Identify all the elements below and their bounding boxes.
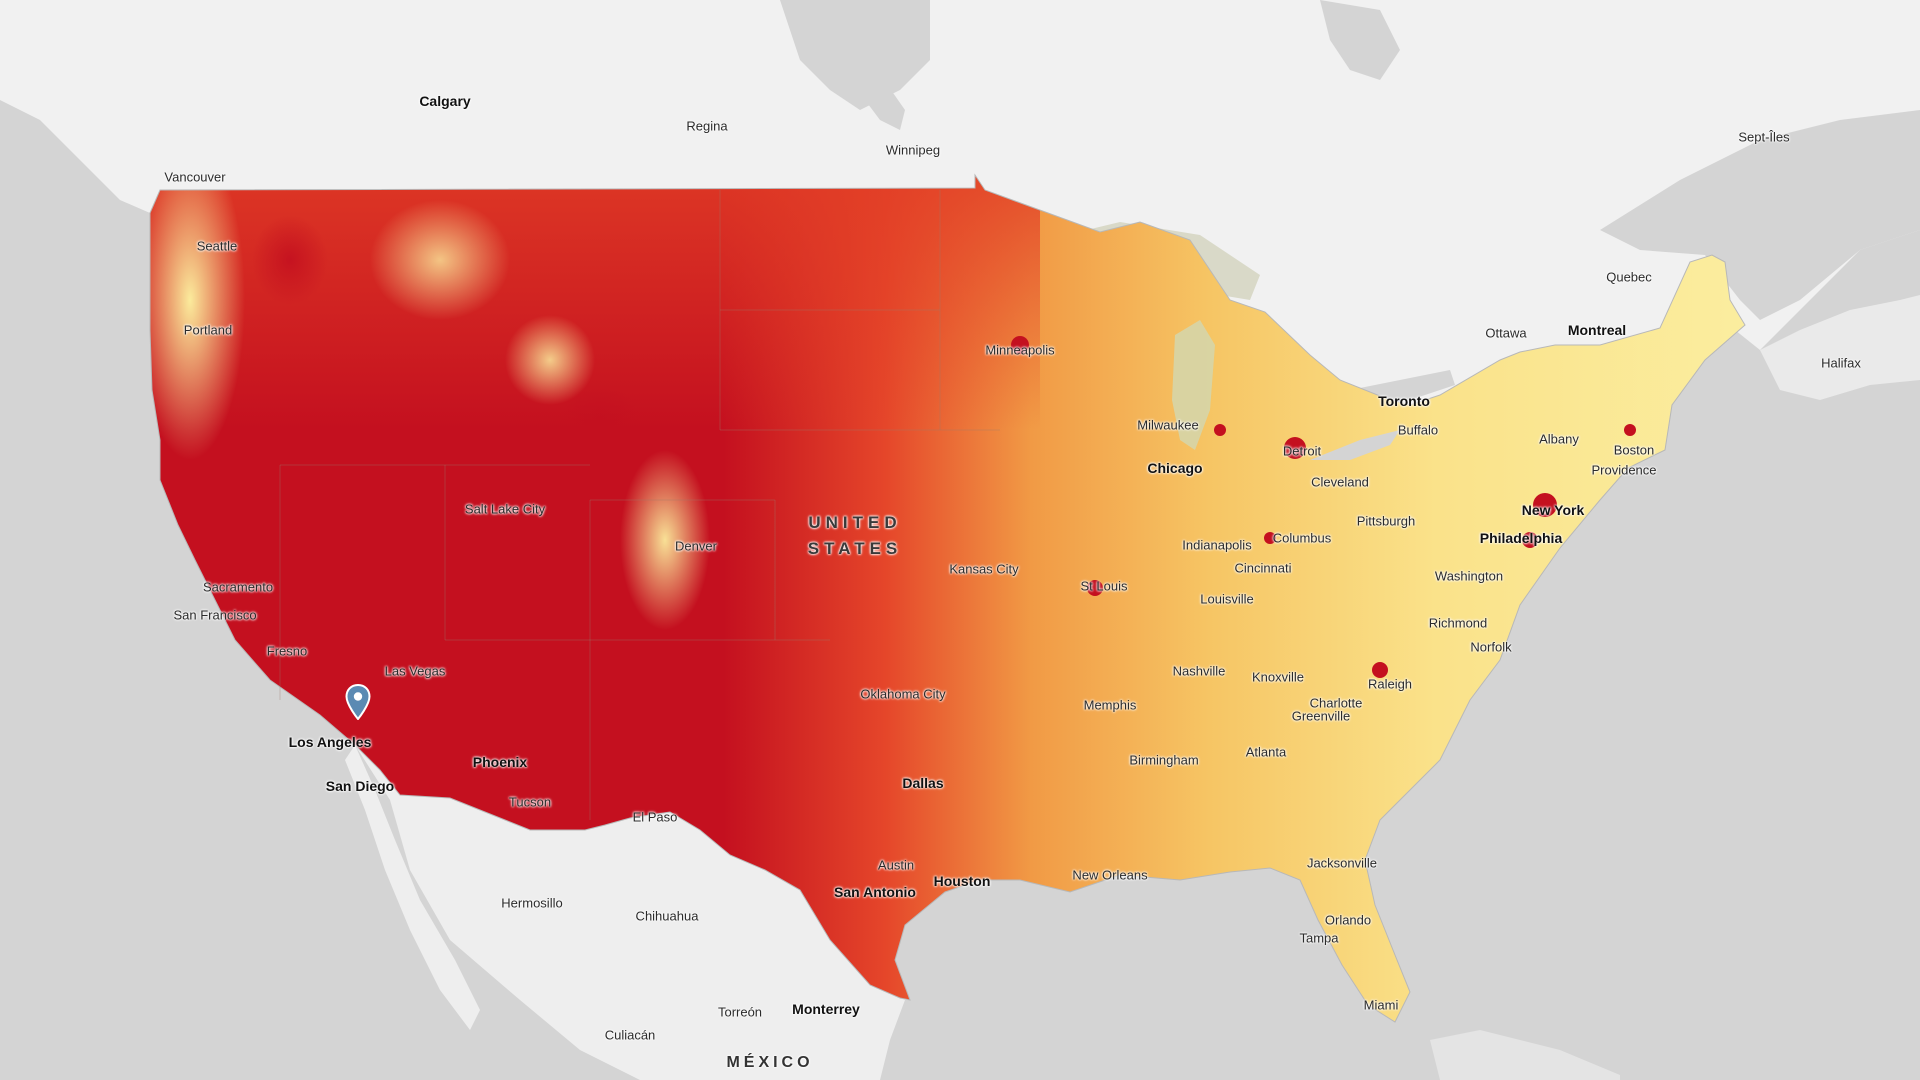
city-label-milwaukee[interactable]: Milwaukee (1137, 417, 1199, 433)
city-label-new-york[interactable]: New York (1521, 502, 1585, 518)
map-pin-icon[interactable] (345, 684, 371, 720)
city-label-tucson[interactable]: Tucson (508, 794, 552, 810)
city-label-providence[interactable]: Providence (1591, 462, 1657, 478)
city-label-cincinnati[interactable]: Cincinnati (1234, 560, 1292, 576)
city-label-calgary[interactable]: Calgary (419, 93, 471, 109)
city-label-kansas-city[interactable]: Kansas City (949, 561, 1019, 577)
city-label-portland[interactable]: Portland (183, 322, 233, 338)
city-label-pittsburgh[interactable]: Pittsburgh (1356, 513, 1416, 529)
city-label-montreal[interactable]: Montreal (1567, 322, 1627, 338)
city-label-san-diego[interactable]: San Diego (325, 778, 395, 794)
city-label-st-louis[interactable]: St Louis (1080, 578, 1128, 594)
city-label-vancouver[interactable]: Vancouver (164, 169, 226, 185)
city-label-philadelphia[interactable]: Philadelphia (1479, 530, 1563, 546)
city-label-denver[interactable]: Denver (675, 538, 717, 554)
city-label-sept-iles[interactable]: Sept-Îles (1738, 129, 1790, 145)
city-label-san-francisco[interactable]: San Francisco (173, 607, 257, 623)
city-label-san-antonio[interactable]: San Antonio (834, 884, 916, 900)
city-label-washington[interactable]: Washington (1434, 568, 1504, 584)
city-label-houston[interactable]: Houston (933, 873, 991, 889)
city-label-buffalo[interactable]: Buffalo (1397, 422, 1439, 438)
city-label-phoenix[interactable]: Phoenix (472, 754, 528, 770)
city-label-minneapolis[interactable]: Minneapolis (985, 342, 1055, 358)
city-label-fresno[interactable]: Fresno (266, 643, 308, 659)
city-label-atlanta[interactable]: Atlanta (1245, 744, 1287, 760)
city-label-tampa[interactable]: Tampa (1299, 930, 1339, 946)
city-label-nashville[interactable]: Nashville (1172, 663, 1226, 679)
city-label-chihuahua[interactable]: Chihuahua (635, 908, 699, 924)
city-label-dallas[interactable]: Dallas (902, 775, 944, 791)
city-label-regina[interactable]: Regina (686, 118, 728, 134)
city-label-detroit[interactable]: Detroit (1282, 443, 1322, 459)
city-label-culiacan[interactable]: Culiacán (604, 1027, 656, 1043)
city-label-toronto[interactable]: Toronto (1378, 393, 1430, 409)
city-label-albany[interactable]: Albany (1539, 431, 1579, 447)
city-label-birmingham[interactable]: Birmingham (1129, 752, 1199, 768)
city-label-miami[interactable]: Miami (1363, 997, 1399, 1013)
city-label-new-orleans[interactable]: New Orleans (1072, 867, 1148, 883)
country-label-united-states: UNITED STATES (808, 510, 903, 562)
city-label-charlotte[interactable]: Charlotte (1309, 695, 1363, 711)
city-label-las-vegas[interactable]: Las Vegas (384, 663, 446, 679)
city-label-seattle[interactable]: Seattle (196, 238, 238, 254)
country-label-line: UNITED (808, 513, 902, 532)
city-label-richmond[interactable]: Richmond (1428, 615, 1488, 631)
city-label-knoxville[interactable]: Knoxville (1251, 669, 1305, 685)
city-label-halifax[interactable]: Halifax (1821, 355, 1861, 371)
city-label-raleigh[interactable]: Raleigh (1367, 676, 1413, 692)
city-label-boston[interactable]: Boston (1613, 442, 1655, 458)
city-label-cleveland[interactable]: Cleveland (1311, 474, 1369, 490)
city-label-los-angeles[interactable]: Los Angeles (288, 734, 372, 750)
city-label-chicago[interactable]: Chicago (1147, 460, 1203, 476)
city-label-el-paso[interactable]: El Paso (632, 809, 678, 825)
city-label-louisville[interactable]: Louisville (1200, 591, 1254, 607)
city-label-winnipeg[interactable]: Winnipeg (885, 142, 941, 158)
country-label-mexico: MÉXICO (726, 1054, 814, 1071)
city-label-orlando[interactable]: Orlando (1324, 912, 1372, 928)
city-label-columbus[interactable]: Columbus (1272, 530, 1332, 546)
city-label-torreon[interactable]: Torreón (717, 1004, 763, 1020)
city-label-oklahoma-city[interactable]: Oklahoma City (860, 686, 946, 702)
city-label-norfolk[interactable]: Norfolk (1470, 639, 1512, 655)
city-label-memphis[interactable]: Memphis (1083, 697, 1137, 713)
city-label-hermosillo[interactable]: Hermosillo (501, 895, 563, 911)
city-label-indianapolis[interactable]: Indianapolis (1182, 537, 1252, 553)
city-label-ottawa[interactable]: Ottawa (1485, 325, 1527, 341)
city-label-greenville[interactable]: Greenville (1291, 708, 1351, 724)
city-label-austin[interactable]: Austin (877, 857, 915, 873)
city-label-quebec[interactable]: Quebec (1606, 269, 1652, 285)
city-label-sacramento[interactable]: Sacramento (202, 579, 274, 595)
city-label-jacksonville[interactable]: Jacksonville (1306, 855, 1378, 871)
country-label-line: STATES (807, 539, 903, 558)
city-label-monterrey[interactable]: Monterrey (792, 1001, 860, 1017)
city-label-salt-lake-city[interactable]: Salt Lake City (464, 501, 546, 517)
